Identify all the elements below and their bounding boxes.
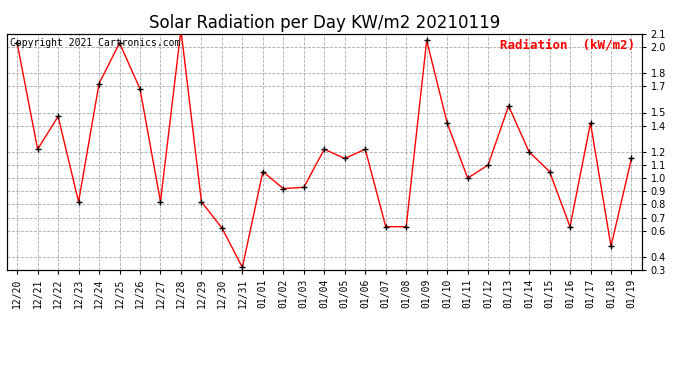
Text: Radiation  (kW/m2): Radiation (kW/m2): [500, 39, 635, 51]
Text: Copyright 2021 Cartronics.com: Copyright 2021 Cartronics.com: [10, 39, 181, 48]
Title: Solar Radiation per Day KW/m2 20210119: Solar Radiation per Day KW/m2 20210119: [148, 14, 500, 32]
